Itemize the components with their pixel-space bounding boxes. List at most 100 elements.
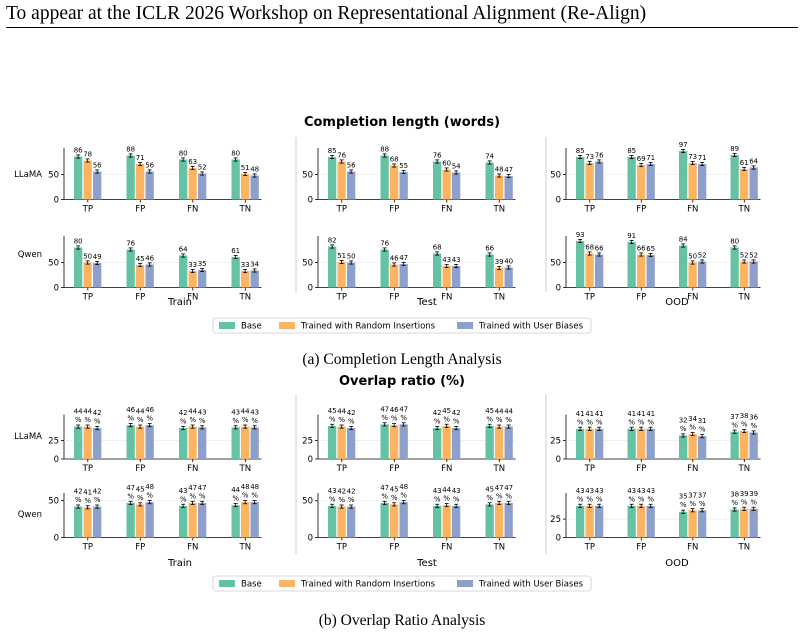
data-label: 56 <box>347 162 356 170</box>
y-tick-label: 25 <box>550 437 561 447</box>
bar <box>74 426 83 459</box>
data-label: 48 <box>250 166 259 174</box>
bar <box>730 155 739 200</box>
panel-llama-ood: 025TP41%41%41%FP41%41%41%FN32%34%31%TN37… <box>550 410 761 474</box>
data-label: 55 <box>399 162 408 170</box>
category-label: FP <box>389 205 399 215</box>
bar <box>198 173 207 200</box>
legend-frame <box>212 317 592 334</box>
data-label: 66 <box>637 245 646 253</box>
data-label-unit: % <box>381 492 388 500</box>
legend-swatch <box>219 580 235 587</box>
data-label: 71 <box>698 154 707 162</box>
bar <box>433 428 442 459</box>
category-label: FN <box>687 543 698 553</box>
category-label: TP <box>584 205 595 215</box>
data-label: 97 <box>679 141 688 149</box>
data-label: 37 <box>730 413 739 421</box>
data-label-unit: % <box>699 426 706 434</box>
data-label-unit: % <box>680 425 687 433</box>
bar <box>188 426 197 459</box>
bar <box>576 505 585 538</box>
bar <box>179 159 188 200</box>
bar <box>495 175 504 200</box>
data-label: 46 <box>390 406 399 414</box>
legend-label: Trained with User Biases <box>478 322 584 332</box>
data-label: 47 <box>380 405 389 413</box>
bar <box>136 426 145 459</box>
bar <box>595 254 604 288</box>
bar <box>452 428 461 459</box>
bar <box>241 271 250 288</box>
category-label: TN <box>493 293 506 303</box>
data-label-unit: % <box>443 495 450 503</box>
data-label: 45 <box>328 407 337 415</box>
category-label: FP <box>636 464 646 474</box>
data-label: 39 <box>749 490 758 498</box>
bar <box>637 428 646 459</box>
data-label-unit: % <box>486 415 493 423</box>
y-tick-label: 0 <box>54 196 59 206</box>
y-tick-label: 50 <box>302 171 313 181</box>
data-label: 86 <box>74 147 83 155</box>
y-tick-label: 0 <box>556 196 561 206</box>
bar <box>679 151 688 200</box>
y-tick-label: 0 <box>556 534 561 544</box>
data-label: 44 <box>231 486 240 494</box>
data-label: 47 <box>126 484 135 492</box>
category-label: FP <box>389 543 399 553</box>
data-label-unit: % <box>232 417 239 425</box>
data-label: 76 <box>126 240 135 248</box>
category-label: FN <box>441 464 452 474</box>
header-rule <box>6 27 798 28</box>
data-label: 43 <box>179 487 188 495</box>
data-label: 43 <box>250 408 259 416</box>
column-label: OOD <box>665 297 689 308</box>
data-label: 74 <box>485 153 494 161</box>
data-label-unit: % <box>348 496 355 504</box>
data-label: 80 <box>730 238 739 246</box>
bar <box>93 263 102 288</box>
data-label: 50 <box>83 253 92 261</box>
data-label-unit: % <box>84 497 91 505</box>
data-label: 89 <box>730 145 739 153</box>
data-label: 45 <box>485 407 494 415</box>
category-label: FP <box>389 464 399 474</box>
data-label: 80 <box>231 150 240 158</box>
data-label: 64 <box>179 246 188 254</box>
bar <box>83 426 92 459</box>
bar <box>241 426 250 459</box>
data-label-unit: % <box>400 414 407 422</box>
category-label: TN <box>738 464 751 474</box>
bar <box>495 426 504 459</box>
bar <box>442 505 451 538</box>
figure-caption: (b) Overlap Ratio Analysis <box>319 612 486 629</box>
bar <box>585 163 594 200</box>
category-label: TN <box>239 293 252 303</box>
bar <box>730 247 739 288</box>
data-label-unit: % <box>443 415 450 423</box>
data-label: 45 <box>442 407 451 415</box>
y-tick-label: 25 <box>550 515 561 525</box>
data-label: 91 <box>627 232 636 240</box>
legend-label: Base <box>241 580 262 590</box>
bar <box>627 505 636 538</box>
bar <box>250 427 259 459</box>
data-label: 44 <box>337 408 346 416</box>
data-label-unit: % <box>689 423 696 431</box>
bar <box>126 155 135 200</box>
bar <box>145 425 154 459</box>
panel-qwen-train: 050QwenTP42%41%42%FP47%45%48%FN43%47%47%… <box>18 483 262 553</box>
bar <box>495 502 504 538</box>
bar <box>698 510 707 538</box>
data-label: 45 <box>136 255 145 263</box>
data-label-unit: % <box>94 418 101 426</box>
bar <box>250 502 259 538</box>
category-label: TP <box>336 293 347 303</box>
category-label: TN <box>493 464 506 474</box>
y-tick-label: 0 <box>556 284 561 294</box>
data-label: 69 <box>637 155 646 163</box>
bar <box>637 505 646 538</box>
